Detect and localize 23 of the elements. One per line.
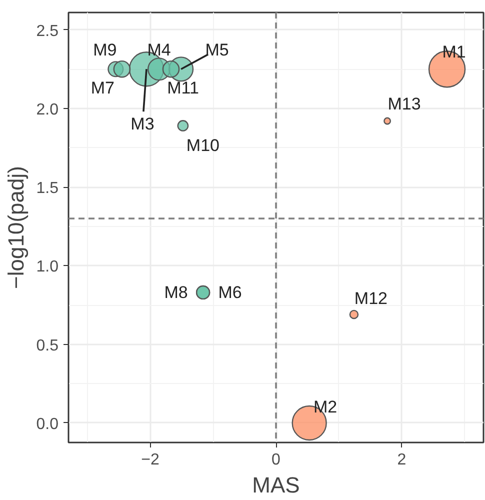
y-tick-label: 0.0	[36, 416, 59, 433]
y-tick-label: 2.0	[36, 101, 59, 118]
annotation: M13	[388, 94, 421, 114]
annotation: M5	[205, 40, 229, 60]
y-axis-title: −log10(padj)	[3, 166, 28, 289]
annotation: M7	[90, 78, 114, 98]
y-tick-label: 1.5	[36, 180, 59, 198]
annotation: M2	[314, 397, 338, 416]
x-tick-label: 2	[397, 452, 406, 468]
y-tick-label: 2.5	[36, 22, 59, 40]
x-tick-label: 0	[272, 452, 281, 468]
annotation: M3	[130, 114, 154, 134]
y-tick-label: 0.5	[36, 337, 59, 354]
annotation: M11	[167, 78, 199, 98]
y-tick-label: 1.0	[36, 258, 59, 276]
annotation: M10	[186, 136, 220, 156]
annotation: M4	[147, 40, 171, 60]
x-axis-title: MAS	[252, 472, 300, 498]
annotation: M9	[93, 40, 117, 60]
annotation: M6	[218, 282, 242, 302]
annotation: M12	[354, 288, 388, 308]
x-tick-label: −2	[141, 452, 160, 468]
annotation: M8	[164, 282, 188, 302]
